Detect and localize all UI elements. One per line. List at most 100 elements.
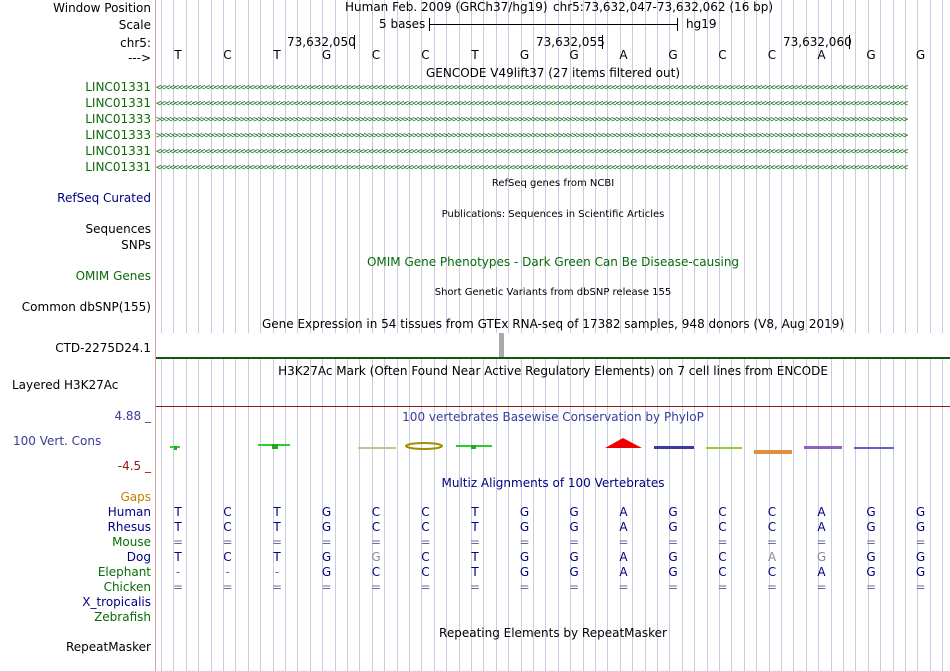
sequence-base: G (321, 48, 332, 62)
alignment-base: = (816, 535, 827, 549)
sequence-base: A (619, 48, 628, 62)
gencode-gene-label[interactable]: LINC01331 (85, 96, 151, 110)
label-omim-genes[interactable]: OMIM Genes (75, 269, 151, 283)
gtex-expression-bar[interactable] (499, 333, 504, 357)
species-label[interactable]: Human (107, 505, 151, 519)
alignment-base: C (421, 520, 430, 534)
alignment-base: C (767, 565, 777, 579)
alignment-base: - (274, 565, 280, 579)
alignment-base: = (717, 580, 728, 594)
label-sequences[interactable]: Sequences (85, 222, 151, 236)
alignment-base: A (619, 520, 628, 534)
label-cons-min: -4.5 _ (117, 459, 151, 473)
alignment-base: G (866, 550, 876, 564)
gencode-gene-feature[interactable]: <<<<<<<<<<<<<<<<<<<<<<<<<<<<<<<<<<<<<<<<… (156, 147, 908, 157)
alignment-base: C (371, 505, 381, 519)
species-label[interactable]: Rhesus (107, 520, 151, 534)
gencode-gene-label[interactable]: LINC01331 (85, 80, 151, 94)
label-strand-arrow[interactable]: ---> (127, 51, 151, 65)
gencode-gene-label[interactable]: LINC01333 (85, 128, 151, 142)
phylop-bar (854, 447, 894, 449)
label-scale[interactable]: Scale (118, 18, 151, 32)
alignment-base: = (172, 580, 184, 594)
alignment-base: A (619, 505, 628, 519)
species-label[interactable]: Mouse (112, 535, 151, 549)
alignment-base: T (471, 550, 479, 564)
publications-title: Publications: Sequences in Scientific Ar… (441, 209, 665, 220)
species-label[interactable]: Dog (126, 550, 151, 564)
alignment-base: = (420, 580, 431, 594)
sequence-base: G (668, 48, 678, 62)
sequence-base: G (866, 48, 876, 62)
species-label[interactable]: X_tropicalis (82, 595, 151, 609)
alignment-base: = (667, 580, 679, 594)
alignment-base: C (421, 550, 430, 564)
alignment-base: C (718, 565, 727, 579)
gtex-track-area[interactable] (156, 333, 950, 357)
alignment-base: G (569, 520, 579, 534)
alignment-base: C (371, 520, 381, 534)
alignment-base: C (223, 505, 232, 519)
sequence-base: A (817, 48, 826, 62)
alignment-base: = (519, 535, 530, 549)
alignment-base: G (519, 565, 530, 579)
alignment-base: = (469, 580, 481, 594)
label-h3k27ac[interactable]: Layered H3K27Ac (12, 378, 119, 392)
gencode-gene-feature[interactable]: >>>>>>>>>>>>>>>>>>>>>>>>>>>>>>>>>>>>>>>>… (156, 131, 908, 141)
alignment-base: = (568, 535, 580, 549)
track-image-panel[interactable]: Human Feb. 2009 (GRCh37/hg19) chr5:73,63… (156, 0, 950, 671)
alignment-base: = (865, 580, 877, 594)
alignment-base: C (421, 565, 430, 579)
alignment-base: = (915, 535, 926, 549)
alignment-base: C (371, 565, 381, 579)
label-common-dbsnp[interactable]: Common dbSNP(155) (21, 300, 151, 314)
label-repeatmasker[interactable]: RepeatMasker (65, 640, 151, 654)
alignment-base: C (718, 520, 727, 534)
gencode-gene-feature[interactable]: <<<<<<<<<<<<<<<<<<<<<<<<<<<<<<<<<<<<<<<<… (156, 163, 908, 173)
gencode-gene-feature[interactable]: <<<<<<<<<<<<<<<<<<<<<<<<<<<<<<<<<<<<<<<<… (156, 99, 908, 109)
gencode-gene-feature[interactable]: >>>>>>>>>>>>>>>>>>>>>>>>>>>>>>>>>>>>>>>>… (156, 115, 908, 125)
alignment-base: C (718, 505, 727, 519)
label-refseq-curated[interactable]: RefSeq Curated (57, 191, 151, 205)
alignment-base: G (866, 520, 876, 534)
alignment-base: = (568, 580, 580, 594)
label-cons-max: 4.88 _ (114, 409, 151, 423)
alignment-base: = (271, 580, 283, 594)
alignment-base: G (371, 550, 381, 564)
sequence-base: C (223, 48, 232, 62)
alignment-base: - (175, 565, 181, 579)
coordinate-label-1: 73,632,050 (287, 35, 356, 49)
alignment-base: = (321, 580, 332, 594)
label-100-vert-cons[interactable]: 100 Vert. Cons (13, 434, 102, 448)
phylop-bar (471, 445, 476, 449)
alignment-base: = (717, 535, 728, 549)
alignment-base: T (174, 550, 182, 564)
gencode-gene-label[interactable]: LINC01331 (85, 160, 151, 174)
label-chr[interactable]: chr5: (120, 36, 151, 50)
species-label[interactable]: Elephant (97, 565, 151, 579)
omim-title: OMIM Gene Phenotypes - Dark Green Can Be… (366, 255, 740, 269)
label-gaps[interactable]: Gaps (120, 490, 151, 504)
alignment-base: T (273, 550, 281, 564)
sequence-base: G (915, 48, 926, 62)
coordinate-tick-1 (354, 35, 355, 49)
alignment-base: A (767, 550, 777, 564)
phylop-logo-a (605, 438, 642, 448)
gencode-gene-label[interactable]: LINC01333 (85, 112, 151, 126)
label-ctd[interactable]: CTD-2275D24.1 (55, 341, 151, 355)
alignment-base: T (471, 520, 479, 534)
alignment-base: T (273, 520, 281, 534)
species-label[interactable]: Zebrafish (94, 610, 151, 624)
alignment-base: = (321, 535, 332, 549)
alignment-base: G (321, 550, 332, 564)
gencode-gene-label[interactable]: LINC01331 (85, 144, 151, 158)
species-label[interactable]: Chicken (103, 580, 151, 594)
window-position-text: chr5:73,632,047-73,632,062 (16 bp) (553, 0, 774, 14)
alignment-base: G (569, 505, 579, 519)
phylop-conservation-graph[interactable] (156, 430, 950, 460)
gencode-gene-feature[interactable]: <<<<<<<<<<<<<<<<<<<<<<<<<<<<<<<<<<<<<<<<… (156, 83, 908, 93)
sequence-base: C (421, 48, 430, 62)
dbsnp-title: Short Genetic Variants from dbSNP releas… (434, 287, 672, 298)
label-window-position[interactable]: Window Position (53, 1, 151, 15)
label-snps[interactable]: SNPs (121, 238, 151, 252)
